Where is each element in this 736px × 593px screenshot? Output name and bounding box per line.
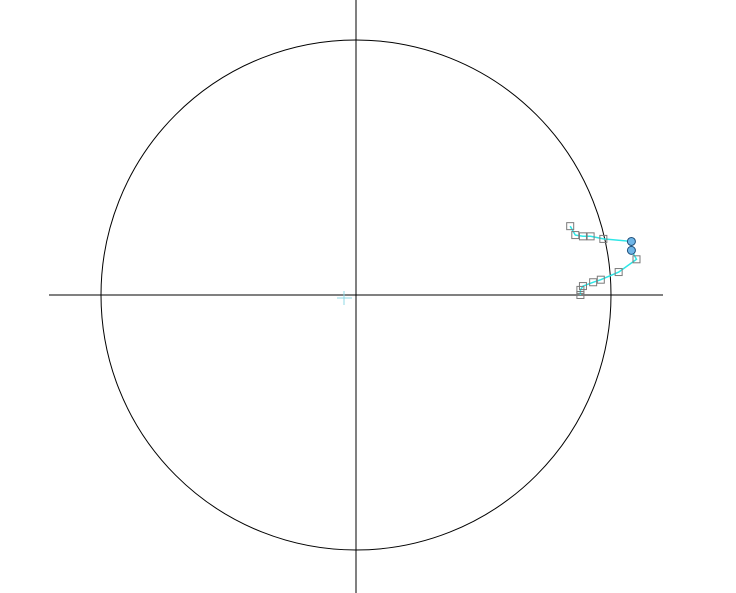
origin-crosshair-icon	[337, 291, 352, 305]
control-point-marker[interactable]	[632, 255, 641, 264]
selected-control-point[interactable]	[626, 245, 636, 255]
control-point-marker[interactable]	[589, 278, 598, 287]
reference-circle	[100, 39, 612, 551]
control-points-group[interactable]	[566, 222, 641, 299]
control-point-marker[interactable]	[576, 291, 585, 299]
axes-group	[49, 0, 663, 593]
control-point-marker[interactable]	[586, 232, 595, 241]
selected-control-point[interactable]	[626, 236, 636, 246]
control-point-marker[interactable]	[614, 268, 623, 277]
spline-curve[interactable]	[569, 225, 638, 295]
control-point-marker[interactable]	[599, 234, 608, 243]
control-point-marker[interactable]	[576, 285, 585, 294]
control-point-marker[interactable]	[596, 275, 605, 284]
control-point-marker[interactable]	[571, 231, 580, 240]
control-point-marker[interactable]	[578, 232, 587, 241]
control-point-marker[interactable]	[566, 222, 575, 231]
